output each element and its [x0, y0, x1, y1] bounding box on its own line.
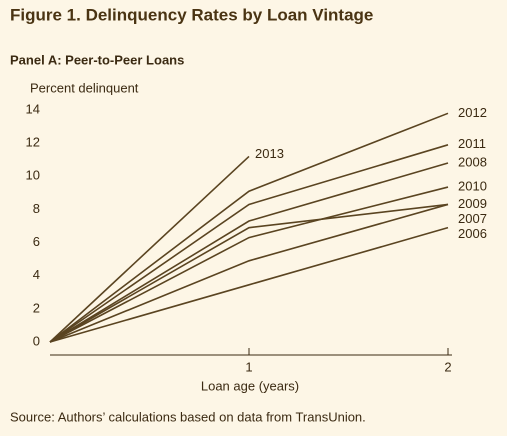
series-line	[49, 203, 449, 343]
x-tick-label: 2	[444, 359, 451, 374]
series-line	[49, 203, 449, 343]
y-tick-label: 12	[26, 135, 40, 150]
series-line	[49, 226, 449, 343]
y-tick-label: 2	[33, 300, 40, 315]
x-tick-label: 1	[245, 359, 252, 374]
series-line	[49, 155, 250, 343]
series-line	[49, 112, 449, 343]
y-tick-label: 8	[33, 201, 40, 216]
series-label: 2013	[255, 146, 284, 161]
chart-subtitle: Panel A: Peer-to-Peer Loans	[10, 52, 184, 67]
y-tick-label: 10	[26, 168, 40, 183]
y-tick-label: 6	[33, 234, 40, 249]
y-tick-label: 4	[33, 267, 40, 282]
series-label: 2008	[458, 154, 487, 169]
series-line	[49, 186, 449, 343]
x-axis-label: Loan age (years)	[201, 378, 299, 393]
series-line	[49, 144, 449, 343]
source: Source: Authors’ calculations based on d…	[10, 409, 366, 424]
chart-title: Figure 1. Delinquency Rates by Loan Vint…	[10, 5, 373, 24]
y-axis-label: Percent delinquent	[30, 80, 139, 95]
series-line	[49, 162, 449, 343]
series-label: 2012	[458, 105, 487, 120]
series-label: 2011	[458, 136, 486, 151]
series-label: 2010	[458, 178, 487, 193]
series-label: 2009	[458, 196, 487, 211]
y-tick-label: 0	[33, 333, 40, 348]
series-label: 2007	[458, 211, 487, 226]
series-label: 2006	[458, 226, 487, 241]
y-tick-label: 14	[26, 101, 40, 116]
